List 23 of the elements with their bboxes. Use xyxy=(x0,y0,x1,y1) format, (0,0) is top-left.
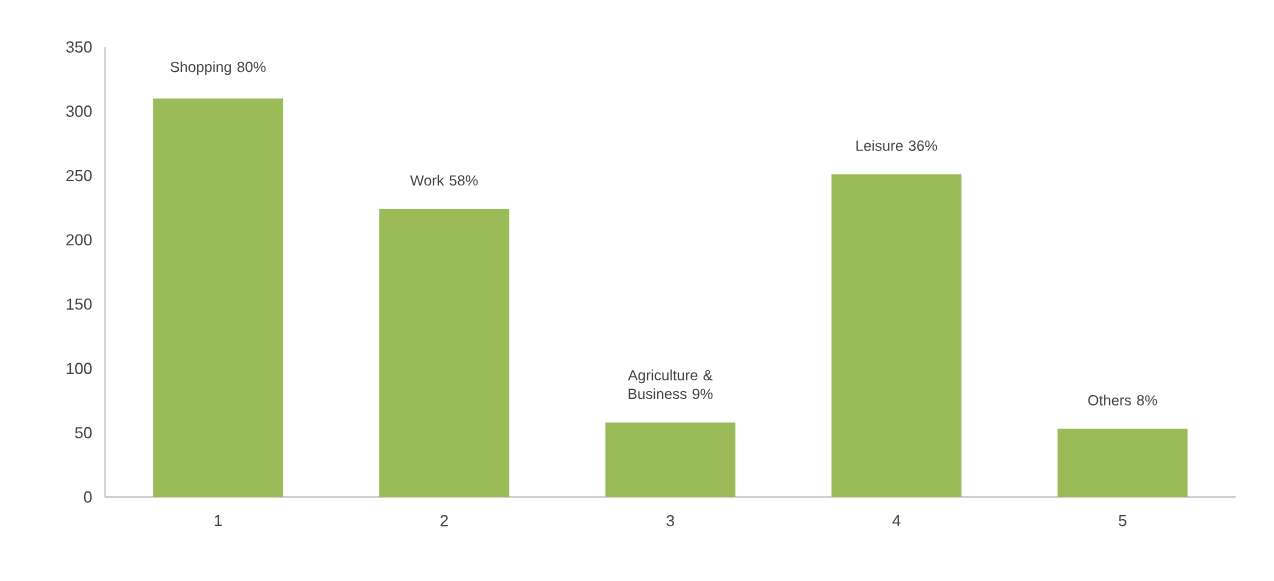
x-tick-label: 4 xyxy=(892,515,901,527)
y-tick-label: 100 xyxy=(66,362,92,375)
bar xyxy=(831,174,962,497)
bar xyxy=(379,208,510,497)
x-tick-label: 5 xyxy=(1118,515,1127,527)
annotation: Others 8% xyxy=(1088,394,1158,406)
x-tick-label: 2 xyxy=(440,515,448,527)
x-tick-label: 1 xyxy=(214,515,222,527)
y-tick-label: 250 xyxy=(66,169,92,182)
annotation: Shopping 80% xyxy=(170,61,266,76)
annotation: Agriculture & Business 9% xyxy=(627,369,713,400)
annotation: Leisure 36% xyxy=(856,140,938,151)
y-tick-label: 0 xyxy=(84,491,92,503)
annotation: Work 58% xyxy=(410,174,478,186)
y-tick-label: 50 xyxy=(75,427,92,439)
bar xyxy=(1057,428,1188,497)
y-tick-label: 350 xyxy=(66,41,92,53)
bar xyxy=(605,422,736,497)
x-tick-label: 3 xyxy=(666,515,675,527)
y-tick-label: 200 xyxy=(66,234,92,246)
bar xyxy=(153,98,284,497)
y-tick-label: 150 xyxy=(66,298,92,310)
y-tick-label: 300 xyxy=(66,105,92,117)
